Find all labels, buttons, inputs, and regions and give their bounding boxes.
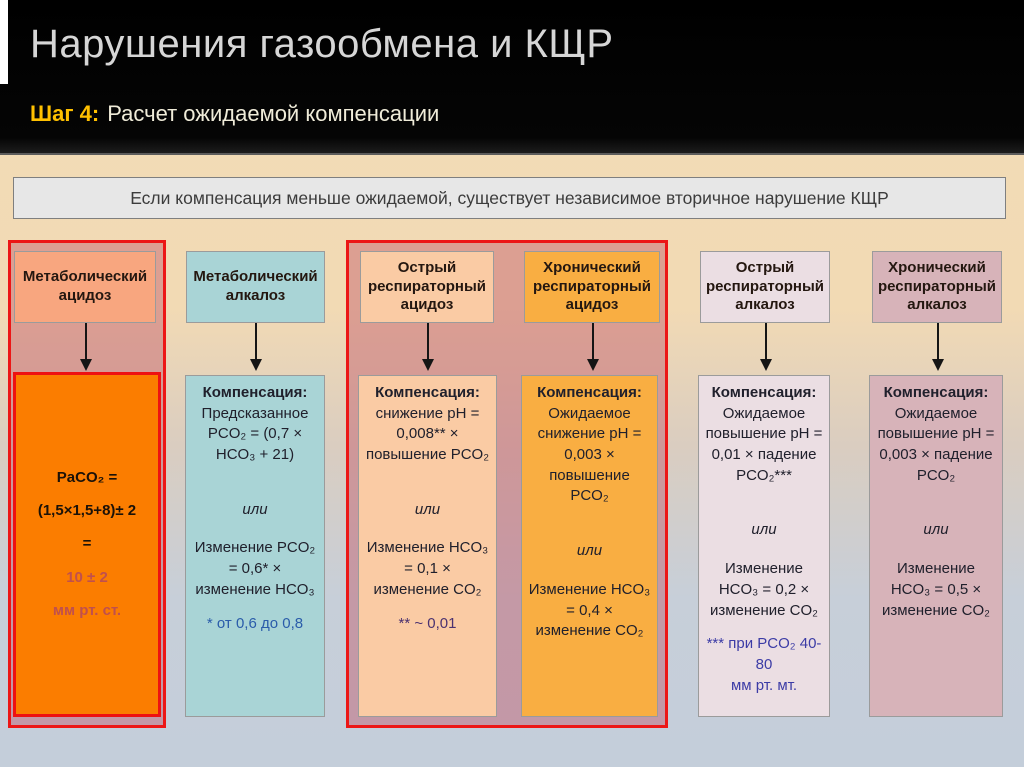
arrow-down-icon: [80, 323, 92, 371]
header-metabolic-acidosis: Метаболический ацидоз: [14, 251, 156, 323]
arrow-down-icon: [587, 323, 599, 371]
box-title: Компенсация:: [375, 384, 480, 401]
header-metabolic-alkalosis: Метаболический алкалоз: [186, 251, 325, 323]
box-title: Компенсация:: [202, 384, 308, 401]
box-title: Компенсация:: [537, 384, 642, 401]
box-title: Компенсация:: [711, 384, 817, 401]
or-label: или: [242, 500, 268, 518]
formula-primary: снижение pH = 0,008** × повышение PCO₂: [365, 404, 490, 464]
header-chronic-respiratory-alkalosis: Хронический респираторный алкалоз: [872, 251, 1002, 323]
formula-primary: Ожидаемое повышение pH = 0,003 × падение…: [877, 404, 995, 484]
footnote: * от 0,6 до 0,8: [206, 614, 304, 632]
note-banner: Если компенсация меньше ожидаемой, сущес…: [13, 177, 1006, 219]
header-chronic-respiratory-acidosis: Хронический респираторный ацидоз: [524, 251, 660, 323]
step-subtitle: Шаг 4: Расчет ожидаемой компенсации: [30, 101, 439, 127]
footnote: *** при PCO₂ 40-80: [706, 635, 822, 673]
arrow-down-icon: [422, 323, 434, 371]
arrow-down-icon: [250, 323, 262, 371]
formula-alternative: Изменение HCO₃ = 0,1 × изменение CO₂: [366, 539, 489, 598]
formula-alternative: Изменение PCO₂ = 0,6* × изменение HCO₃: [194, 539, 316, 598]
header-acute-respiratory-alkalosis: Острый респираторный алкалоз: [700, 251, 830, 323]
box-metabolic-alkalosis: Компенсация: Предсказанное PCO₂ = (0,7 ×…: [185, 375, 325, 717]
box-chronic-respiratory-acidosis: Компенсация: Ожидаемое снижение pH = 0,0…: [521, 375, 658, 717]
footnote: ** ~ 0,01: [398, 614, 457, 632]
formula-primary: Ожидаемое снижение pH = 0,003 × повышени…: [537, 404, 642, 505]
header-acute-respiratory-acidosis: Острый респираторный ацидоз: [360, 251, 494, 323]
box-acute-respiratory-alkalosis: Компенсация: Ожидаемое повышение pH = 0,…: [698, 375, 830, 717]
formula-line: (1,5×1,5+8)± 2: [37, 502, 137, 520]
formula-units: мм рт. ст.: [52, 601, 122, 619]
formula-primary: Предсказанное PCO₂ = (0,7 × HCO₃ + 21): [201, 404, 309, 464]
formula-alternative: Изменение HCO₃ = 0,4 × изменение CO₂: [528, 580, 651, 640]
title-bar: Нарушения газообмена и КЩР Шаг 4: Расчет …: [0, 0, 1024, 155]
box-acute-respiratory-acidosis: Компенсация: снижение pH = 0,008** × пов…: [358, 375, 497, 717]
or-label: или: [576, 542, 603, 560]
or-label: или: [751, 521, 777, 539]
step-text: Расчет ожидаемой компенсации: [107, 101, 440, 126]
formula-primary: Ожидаемое повышение pH = 0,01 × падение …: [705, 404, 823, 484]
footnote-units: мм рт. мт.: [730, 676, 798, 694]
box-chronic-respiratory-alkalosis: Компенсация: Ожидаемое повышение pH = 0,…: [869, 375, 1003, 717]
formula-alternative: Изменение HCO₃ = 0,5 × изменение CO₂: [881, 560, 991, 619]
formula-result: 10 ± 2: [66, 568, 108, 586]
or-label: или: [923, 521, 949, 539]
corner-mark: [0, 0, 8, 84]
or-label: или: [414, 500, 441, 518]
box-metabolic-acidosis-formula: PaCO₂ = (1,5×1,5+8)± 2 = 10 ± 2 мм рт. с…: [13, 372, 161, 717]
formula-alternative: Изменение HCO₃ = 0,2 × изменение CO₂: [709, 560, 819, 619]
formula-line: =: [82, 535, 92, 553]
page-title: Нарушения газообмена и КЩР: [30, 22, 614, 66]
formula-line: PaCO₂ =: [56, 468, 118, 486]
box-title: Компенсация:: [883, 384, 989, 401]
note-banner-text: Если компенсация меньше ожидаемой, сущес…: [130, 187, 889, 208]
arrow-down-icon: [760, 323, 772, 371]
arrow-down-icon: [932, 323, 944, 371]
step-label: Шаг 4:: [30, 101, 100, 126]
